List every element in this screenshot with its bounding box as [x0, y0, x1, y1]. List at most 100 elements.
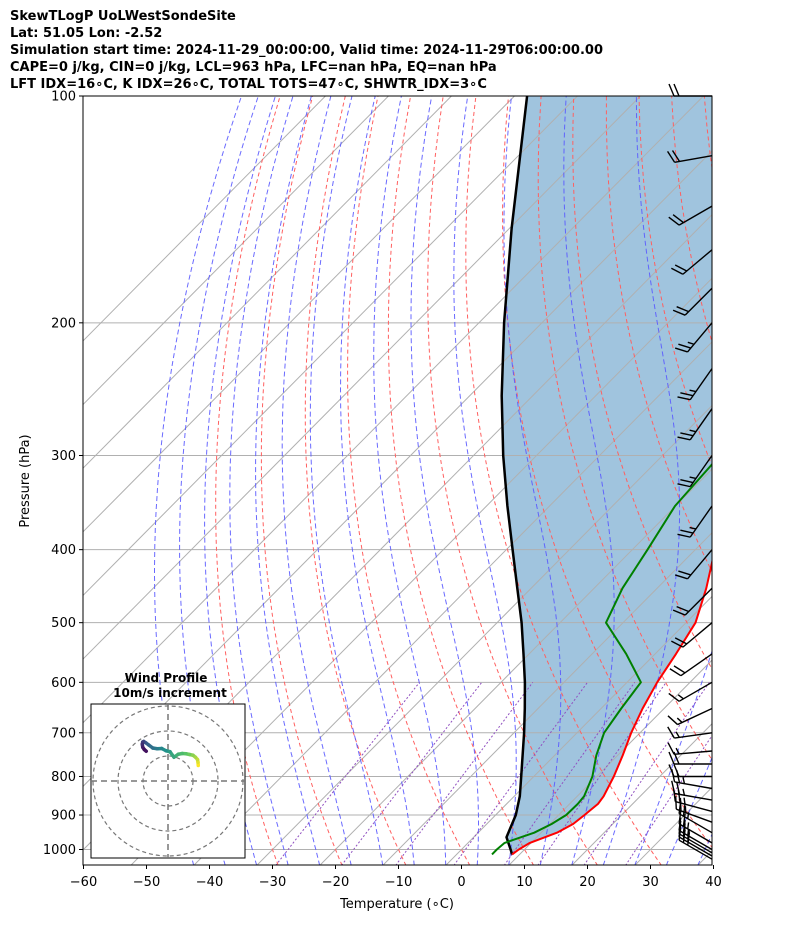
- x-tick-label: −10: [385, 875, 412, 890]
- y-tick-label: 600: [51, 676, 76, 691]
- wind-barb: [667, 707, 713, 726]
- y-tick-label: 1000: [43, 843, 76, 858]
- dry-adiabat: [770, 96, 794, 866]
- wind-barb: [674, 549, 713, 580]
- hodograph-area: [91, 704, 245, 858]
- barb-staff: [684, 587, 713, 616]
- barb-feather: [675, 781, 681, 795]
- barb-staff: [680, 653, 713, 677]
- wind-barb: [674, 796, 713, 823]
- wind-barb: [677, 368, 713, 401]
- station-coordinates: Lat: 51.05 Lon: -2.52: [10, 26, 163, 41]
- barb-feather: [676, 306, 689, 313]
- dry-adiabat: [572, 96, 712, 670]
- barb-staff: [682, 249, 713, 275]
- x-tick-label: 10: [516, 875, 533, 890]
- wind-barb: [671, 780, 713, 801]
- inset-title: Wind Profile: [125, 671, 208, 685]
- parcel-profile-line: [500, 96, 529, 855]
- mixing-ratio-line: [275, 681, 420, 865]
- barb-feather: [674, 347, 688, 353]
- barb-feather: [678, 570, 691, 576]
- mixing-ratio-line: [625, 734, 712, 865]
- barb-staff: [678, 836, 713, 857]
- barb-staff: [678, 681, 713, 702]
- moist-adiabat: [563, 96, 615, 865]
- barb-feather: [668, 83, 675, 97]
- barb-staff: [675, 800, 713, 813]
- isotherm-line: [83, 96, 704, 724]
- mixing-ratio-line: [537, 682, 667, 865]
- barb-half-feather: [684, 806, 687, 813]
- y-tick-label: 800: [51, 770, 76, 785]
- barb-feather: [672, 309, 686, 316]
- barb-feather: [671, 640, 684, 648]
- inset-subtitle: 10m/s increment: [113, 686, 227, 700]
- barb-feather: [666, 150, 676, 163]
- barb-half-feather: [689, 429, 697, 433]
- barb-feather: [678, 343, 691, 349]
- dry-adiabat: [387, 96, 534, 865]
- moist-adiabat: [229, 96, 294, 865]
- x-tick-label: −60: [70, 875, 97, 890]
- isotherm-line: [83, 96, 452, 469]
- dry-adiabat: [260, 96, 343, 865]
- x-tick-label: −50: [133, 875, 160, 890]
- hodograph-ring: [117, 730, 219, 832]
- moist-adiabat: [373, 96, 447, 865]
- wind-barb: [672, 287, 713, 316]
- mixing-ratio-line: [503, 682, 636, 865]
- wind-barb: [668, 205, 713, 226]
- dry-adiabat: [465, 96, 662, 865]
- moist-adiabat: [665, 756, 712, 865]
- y-tick-label: 200: [51, 316, 76, 331]
- wind-barb: [667, 726, 713, 739]
- barb-feather: [667, 742, 675, 755]
- isotherm-line: [445, 595, 712, 865]
- parcel-area-fill: [501, 96, 712, 855]
- dewpoint-profile-line: [491, 462, 712, 856]
- barb-feather: [674, 637, 688, 645]
- axes: −60 −50 −40 −30 −20 −10 0 10 20 30 40 100 200 300 400 5…: [43, 90, 722, 891]
- y-tick-label: 400: [51, 543, 76, 558]
- barb-feather: [673, 665, 686, 674]
- x-tick-label: 20: [579, 875, 596, 890]
- barb-staff: [687, 322, 713, 353]
- barb-feather: [676, 605, 689, 613]
- barb-staff: [678, 813, 713, 834]
- barb-feather: [678, 810, 682, 824]
- wind-barb: [671, 249, 713, 275]
- barb-staff: [674, 155, 713, 163]
- x-tick-label: 0: [457, 875, 465, 890]
- wind-profile-inset: Wind Profile 10m/s increment: [90, 671, 246, 859]
- barb-feather: [677, 483, 691, 488]
- moist-adiabat: [602, 96, 681, 865]
- chart-header: SkewTLogP UoLWestSondeSite Lat: 51.05 Lo…: [10, 8, 603, 93]
- x-tick-label: −40: [196, 875, 223, 890]
- moist-adiabat: [339, 96, 415, 865]
- stability-indices-1: CAPE=0 j/kg, CIN=0 j/kg, LCL=963 hPa, LF…: [10, 60, 497, 75]
- moist-adiabat: [309, 96, 384, 865]
- barb-staff: [674, 792, 713, 801]
- moist-adiabat: [503, 96, 562, 865]
- wind-barb: [678, 810, 713, 844]
- dry-adiabat: [304, 96, 407, 865]
- y-tick-label: 500: [51, 616, 76, 631]
- isotherm-line: [761, 96, 794, 865]
- mixing-ratio-line: [453, 682, 588, 865]
- barb-feather: [668, 764, 675, 777]
- wind-barbs: [666, 83, 713, 860]
- barb-feather: [679, 797, 682, 811]
- dry-adiabat: [502, 96, 712, 849]
- barb-feather: [677, 436, 691, 441]
- barb-feather: [674, 264, 688, 272]
- barb-staff: [689, 455, 713, 488]
- isotherm-line: [83, 96, 641, 660]
- barb-half-feather: [676, 717, 683, 723]
- wind-barb: [668, 83, 712, 97]
- barb-feather: [671, 150, 681, 162]
- barb-staff: [684, 287, 713, 316]
- barb-feather: [677, 396, 691, 401]
- barb-feather: [667, 726, 675, 739]
